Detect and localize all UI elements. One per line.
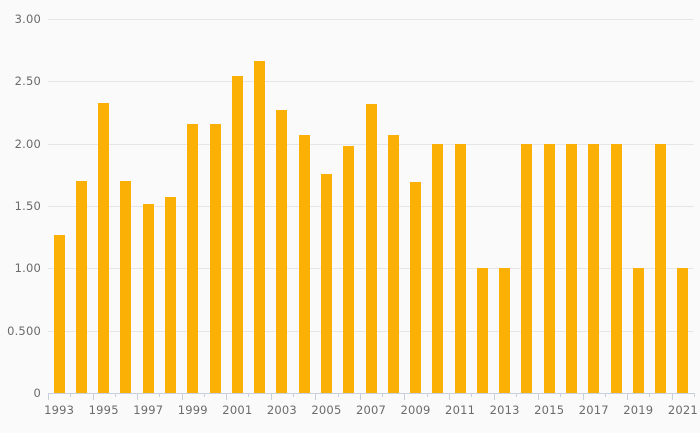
x-tick-label: 2001 — [222, 403, 253, 417]
x-tick-mark — [338, 393, 339, 397]
bar[interactable] — [610, 143, 622, 393]
x-tick-label: 2021 — [667, 403, 698, 417]
x-tick-label: 1997 — [133, 403, 164, 417]
bar[interactable] — [231, 76, 243, 393]
x-tick-label: 1993 — [44, 403, 75, 417]
x-tick-mark — [538, 393, 539, 400]
y-tick-label: 2.50 — [14, 74, 41, 89]
bar[interactable] — [632, 268, 644, 393]
gridline — [48, 19, 694, 20]
x-tick-mark — [48, 393, 49, 400]
y-tick-label: 0 — [33, 386, 41, 400]
x-tick-label: 1995 — [88, 403, 119, 417]
x-tick-mark — [583, 393, 584, 400]
bar[interactable] — [142, 203, 154, 393]
bar[interactable] — [276, 110, 288, 393]
x-axis-line — [48, 393, 694, 394]
x-tick-mark — [70, 393, 71, 397]
x-tick-mark — [115, 393, 116, 397]
x-tick-mark — [226, 393, 227, 400]
x-tick-mark — [471, 393, 472, 397]
x-tick-mark — [204, 393, 205, 397]
gridline — [48, 81, 694, 83]
x-tick-label: 2009 — [400, 403, 431, 417]
x-tick-mark — [516, 393, 517, 397]
bar[interactable] — [499, 268, 511, 393]
x-tick-mark — [672, 393, 673, 400]
x-tick-mark — [360, 393, 361, 400]
x-tick-label: 2011 — [445, 403, 476, 417]
x-tick-mark — [649, 393, 650, 397]
bar[interactable] — [254, 61, 266, 393]
x-tick-label: 2013 — [489, 403, 520, 417]
bar[interactable] — [677, 268, 689, 393]
bar[interactable] — [387, 134, 399, 393]
bar[interactable] — [165, 197, 177, 393]
y-tick-label: 2.00 — [14, 136, 41, 151]
x-tick-mark — [694, 393, 695, 397]
y-tick-label: 3.00 — [14, 12, 41, 26]
x-tick-mark — [182, 393, 183, 400]
x-tick-mark — [248, 393, 249, 397]
x-tick-label: 2019 — [623, 403, 654, 417]
plot-area — [48, 19, 694, 393]
x-tick-label: 2005 — [311, 403, 342, 417]
x-tick-mark — [627, 393, 628, 400]
bar[interactable] — [521, 143, 533, 393]
bar[interactable] — [298, 134, 310, 393]
bar[interactable] — [454, 143, 466, 393]
bar[interactable] — [432, 143, 444, 393]
x-tick-mark — [293, 393, 294, 397]
bar[interactable] — [98, 102, 110, 393]
x-tick-mark — [427, 393, 428, 397]
y-tick-label: 1.50 — [14, 199, 41, 213]
bar[interactable] — [565, 143, 577, 393]
x-tick-mark — [315, 393, 316, 400]
bar[interactable] — [655, 143, 667, 393]
x-tick-mark — [449, 393, 450, 400]
x-tick-label: 2007 — [355, 403, 387, 417]
y-tick-label: 0.500 — [7, 323, 41, 338]
x-tick-mark — [382, 393, 383, 397]
x-tick-mark — [159, 393, 160, 397]
bar[interactable] — [187, 123, 199, 393]
bar[interactable] — [120, 181, 132, 393]
x-tick-mark — [560, 393, 561, 397]
bar[interactable] — [320, 173, 332, 393]
x-tick-mark — [93, 393, 94, 400]
bar[interactable] — [343, 146, 355, 393]
bar[interactable] — [543, 143, 555, 393]
bar[interactable] — [476, 268, 488, 393]
x-tick-mark — [271, 393, 272, 400]
y-tick-label: 1.00 — [14, 261, 41, 276]
x-tick-label: 1999 — [177, 403, 208, 417]
x-tick-label: 2017 — [578, 403, 609, 417]
x-tick-label: 2015 — [534, 403, 565, 417]
x-tick-label: 2003 — [266, 403, 297, 417]
bar[interactable] — [365, 103, 377, 393]
x-tick-mark — [137, 393, 138, 400]
bar[interactable] — [588, 143, 600, 393]
x-tick-mark — [494, 393, 495, 400]
x-tick-mark — [404, 393, 405, 400]
bar[interactable] — [75, 181, 87, 393]
x-tick-mark — [605, 393, 606, 397]
bar[interactable] — [209, 123, 221, 393]
bar[interactable] — [410, 182, 422, 393]
y-axis-labels: 0 0.500 1.00 1.50 2.00 2.50 3.00 — [0, 12, 41, 400]
bar[interactable] — [53, 234, 65, 393]
